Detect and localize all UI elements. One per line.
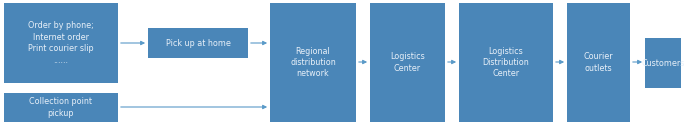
FancyBboxPatch shape (270, 3, 356, 122)
FancyBboxPatch shape (459, 3, 553, 122)
Text: Pick up at home: Pick up at home (166, 38, 230, 48)
Text: Logistics
Center: Logistics Center (390, 52, 425, 73)
FancyBboxPatch shape (4, 93, 118, 122)
Text: Customers: Customers (641, 58, 685, 68)
Text: Courier
outlets: Courier outlets (584, 52, 613, 73)
Text: Collection point
pickup: Collection point pickup (29, 97, 92, 118)
FancyBboxPatch shape (645, 38, 681, 88)
FancyBboxPatch shape (4, 3, 118, 83)
Text: Regional
distribution
network: Regional distribution network (290, 46, 336, 78)
FancyBboxPatch shape (148, 28, 248, 58)
Text: Order by phone;
Internet order
Print courier slip
......: Order by phone; Internet order Print cou… (28, 21, 94, 65)
FancyBboxPatch shape (370, 3, 445, 122)
FancyBboxPatch shape (567, 3, 630, 122)
Text: Logistics
Distribution
Center: Logistics Distribution Center (483, 46, 530, 78)
